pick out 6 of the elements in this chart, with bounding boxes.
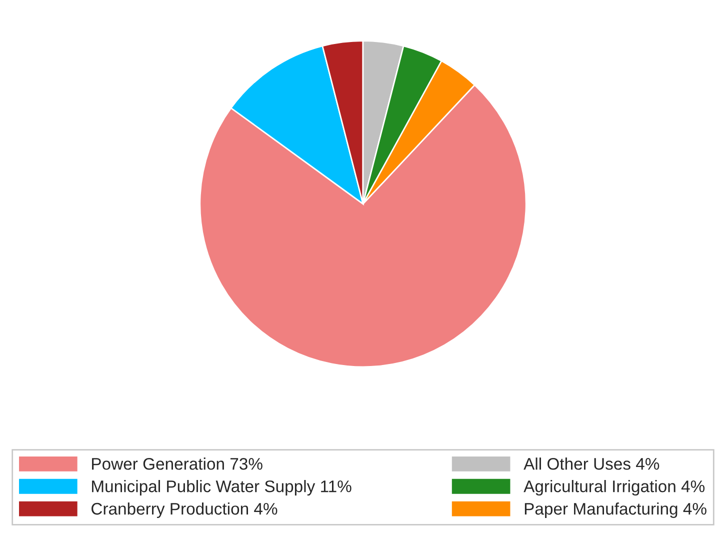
legend-label: Cranberry Production 4% [92,502,278,518]
legend-label: Paper Manufacturing 4% [524,502,706,518]
legend-label: Municipal Public Water Supply 11% [92,480,352,496]
legend-label: Agricultural Irrigation 4% [524,480,705,496]
legend-label: Power Generation 73% [92,458,262,470]
legend-label: All Other Uses 4% [524,458,660,470]
